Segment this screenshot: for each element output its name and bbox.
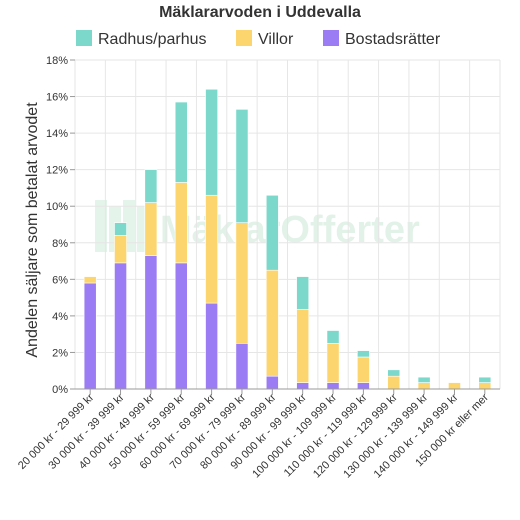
bar-segment — [235, 343, 249, 390]
y-tick-label: 2% — [52, 347, 68, 359]
y-tick-label: 18% — [46, 55, 68, 67]
bar-segment — [205, 302, 218, 390]
bar-segment — [174, 262, 188, 390]
watermark-text: MäklarOfferter — [160, 209, 420, 251]
bar-segment — [144, 169, 158, 203]
bar-segment — [326, 330, 340, 344]
bar-segment — [296, 276, 310, 310]
legend-swatch — [76, 30, 92, 46]
bar-segment — [235, 222, 249, 344]
legend-label: Villor — [258, 31, 294, 48]
bar-segment — [265, 375, 279, 390]
legend-swatch — [236, 30, 252, 46]
bars — [83, 88, 492, 390]
bar-segment — [174, 182, 188, 264]
y-tick-label: 4% — [52, 311, 68, 323]
y-tick-label: 14% — [46, 128, 68, 140]
bar-segment — [83, 282, 97, 390]
bar-segment — [83, 276, 97, 284]
bar-segment — [114, 235, 127, 264]
legend-label: Radhus/parhus — [98, 31, 207, 48]
bar-segment — [357, 350, 370, 358]
bar-segment — [205, 88, 218, 196]
legend-label: Bostadsrätter — [345, 31, 441, 48]
legend-swatch — [323, 30, 339, 46]
bar-segment — [205, 194, 218, 304]
bar-segment — [448, 382, 461, 390]
bar-segment — [144, 202, 158, 256]
bar-segment — [114, 262, 127, 390]
legend: Radhus/parhus Villor Bostadsrätter — [76, 30, 441, 48]
bar-segment — [357, 356, 370, 383]
bar-segment — [478, 382, 492, 390]
chart-title: Mäklararvoden i Uddevalla — [159, 4, 361, 21]
bar-segment — [387, 369, 401, 377]
bar-segment — [387, 375, 401, 390]
bar-segment — [326, 382, 340, 390]
y-tick-label: 6% — [52, 274, 68, 286]
y-axis-label: Andelen säljare som betalat arvodet — [24, 102, 41, 358]
y-tick-label: 12% — [46, 165, 68, 177]
bar-segment — [296, 309, 310, 383]
bar-segment — [478, 376, 492, 383]
y-axis-ticks: 0% 2% 4% 6% 8% 10% 12% 14% 16% 18% — [46, 55, 75, 396]
bar-segment — [417, 382, 431, 390]
y-tick-label: 10% — [46, 201, 68, 213]
bar-segment — [296, 382, 310, 390]
y-tick-label: 16% — [46, 92, 68, 104]
bar-segment — [235, 109, 249, 223]
bar-segment — [417, 376, 431, 383]
bar-segment — [174, 101, 188, 183]
bar-segment — [265, 194, 279, 271]
bar-segment — [144, 255, 158, 390]
bar-segment — [114, 222, 127, 236]
bar-segment — [326, 343, 340, 383]
bar-segment — [357, 382, 370, 390]
y-tick-label: 8% — [52, 238, 68, 250]
bar-segment — [265, 269, 279, 377]
y-tick-label: 0% — [52, 384, 68, 396]
